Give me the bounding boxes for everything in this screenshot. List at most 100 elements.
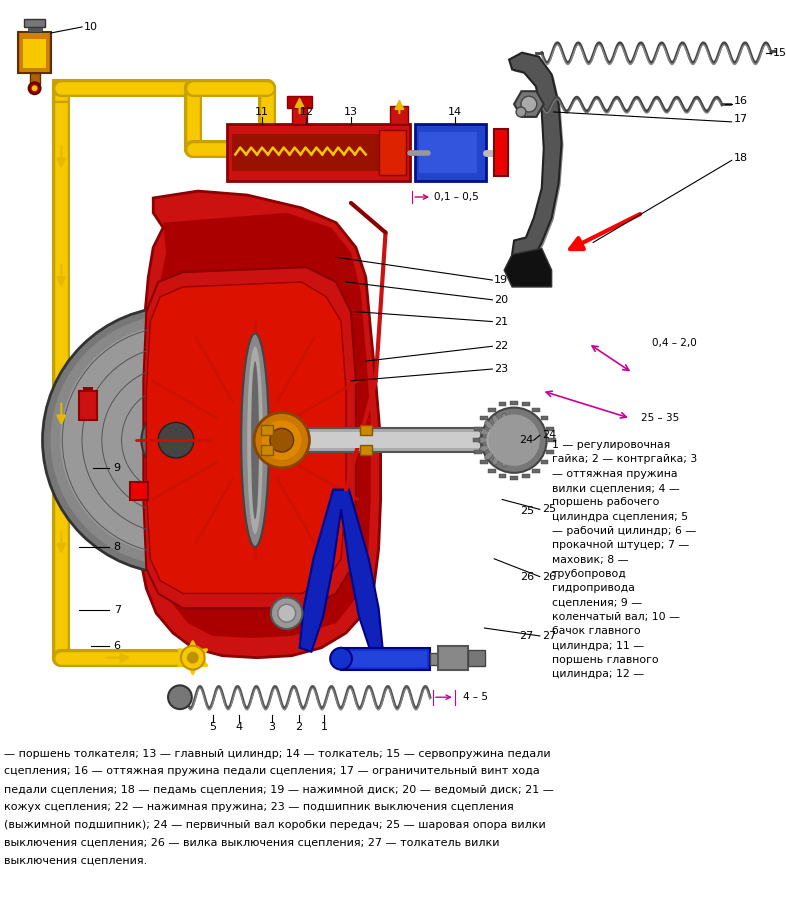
Text: — оттяжная пружина: — оттяжная пружина <box>552 469 678 479</box>
Polygon shape <box>137 191 380 658</box>
Circle shape <box>271 598 303 629</box>
Circle shape <box>50 314 302 566</box>
Text: 12: 12 <box>299 107 314 117</box>
Polygon shape <box>545 427 554 430</box>
Text: 8: 8 <box>114 542 121 552</box>
Text: 5: 5 <box>209 722 216 732</box>
Circle shape <box>277 604 296 622</box>
Text: 23: 23 <box>494 364 509 374</box>
Text: 2: 2 <box>295 722 302 732</box>
Circle shape <box>516 107 526 117</box>
Bar <box>360 425 372 435</box>
Text: 0,4 – 2,0: 0,4 – 2,0 <box>652 338 697 348</box>
Text: 16: 16 <box>733 96 747 106</box>
Circle shape <box>61 324 292 556</box>
Text: трубопровод: трубопровод <box>552 569 626 579</box>
Polygon shape <box>143 267 356 608</box>
Ellipse shape <box>521 437 531 443</box>
Ellipse shape <box>509 415 516 425</box>
Text: 4: 4 <box>236 722 243 732</box>
Ellipse shape <box>516 452 523 460</box>
Bar <box>292 106 307 123</box>
Polygon shape <box>20 33 50 72</box>
Text: 24: 24 <box>520 435 534 445</box>
Ellipse shape <box>479 429 489 435</box>
Polygon shape <box>545 450 554 453</box>
Bar <box>28 27 42 32</box>
Text: гайка; 2 — контргайка; 3: гайка; 2 — контргайка; 3 <box>552 454 697 464</box>
Text: прокачной штуцер; 7 —: прокачной штуцер; 7 — <box>552 540 689 550</box>
Text: гидропривода: гидропривода <box>552 583 634 593</box>
Text: 0,1 – 0,5: 0,1 – 0,5 <box>434 192 479 202</box>
Text: маховик; 8 —: маховик; 8 — <box>552 555 628 565</box>
Circle shape <box>270 429 294 452</box>
Bar <box>468 650 486 665</box>
Ellipse shape <box>493 415 499 425</box>
Bar <box>79 391 97 420</box>
Bar <box>24 19 46 27</box>
Polygon shape <box>514 91 544 117</box>
Text: 22: 22 <box>494 341 509 351</box>
Text: 1: 1 <box>321 722 328 732</box>
Text: 27: 27 <box>542 631 556 641</box>
Bar <box>430 653 438 664</box>
Text: 25: 25 <box>542 505 556 515</box>
Text: 10: 10 <box>84 22 98 32</box>
Ellipse shape <box>479 445 489 452</box>
Text: сцепления; 9 —: сцепления; 9 — <box>552 598 641 608</box>
Text: педали сцепления; 18 — педамь сцепления; 19 — нажимной диск; 20 — ведомый диск; : педали сцепления; 18 — педамь сцепления;… <box>4 784 554 794</box>
Bar <box>261 445 273 455</box>
Circle shape <box>330 648 352 670</box>
Ellipse shape <box>516 420 523 429</box>
Text: 24: 24 <box>542 430 556 441</box>
Circle shape <box>42 307 310 574</box>
Bar <box>494 129 508 176</box>
Ellipse shape <box>485 452 493 460</box>
Text: (выжимной подшипник); 24 — первичный вал коробки передач; 25 — шаровая опора вил: (выжимной подшипник); 24 — первичный вал… <box>4 820 545 830</box>
Polygon shape <box>475 450 483 453</box>
Text: 27: 27 <box>520 631 534 641</box>
Polygon shape <box>511 55 564 262</box>
Bar <box>272 432 514 448</box>
Bar <box>233 133 380 171</box>
Ellipse shape <box>520 429 529 435</box>
Text: 4 – 5: 4 – 5 <box>463 692 487 702</box>
Polygon shape <box>472 438 480 442</box>
Text: 15: 15 <box>773 48 786 58</box>
Polygon shape <box>488 469 496 473</box>
Bar <box>496 132 506 174</box>
Bar <box>341 648 430 670</box>
Text: 1 — регулировочная: 1 — регулировочная <box>552 441 670 450</box>
Circle shape <box>254 412 310 468</box>
Ellipse shape <box>501 457 507 467</box>
Bar <box>23 38 46 69</box>
Circle shape <box>141 406 211 474</box>
Polygon shape <box>30 73 39 84</box>
Polygon shape <box>488 408 496 412</box>
Polygon shape <box>548 438 556 442</box>
Text: выключения сцепления; 26 — вилка выключения сцепления; 27 — толкатель вилки: выключения сцепления; 26 — вилка выключе… <box>4 837 499 847</box>
Circle shape <box>187 652 199 664</box>
Polygon shape <box>510 400 518 405</box>
Circle shape <box>31 85 38 91</box>
Text: выключения сцепления.: выключения сцепления. <box>4 856 147 866</box>
Ellipse shape <box>520 445 529 452</box>
Polygon shape <box>541 461 549 464</box>
Bar <box>419 132 476 174</box>
Circle shape <box>488 414 540 466</box>
Text: 14: 14 <box>448 107 462 117</box>
Text: — рабочий цилиндр; 6 —: — рабочий цилиндр; 6 — <box>552 526 696 537</box>
Polygon shape <box>18 32 51 73</box>
Polygon shape <box>532 408 540 412</box>
Text: 6: 6 <box>114 641 121 651</box>
Text: 3: 3 <box>268 722 275 732</box>
Text: 13: 13 <box>344 107 358 117</box>
Bar <box>415 123 487 181</box>
Polygon shape <box>498 474 506 478</box>
Polygon shape <box>522 474 530 478</box>
Text: кожух сцепления; 22 — нажимная пружина; 23 — подшипник выключения сцепления: кожух сцепления; 22 — нажимная пружина; … <box>4 802 514 812</box>
Text: 21: 21 <box>494 316 509 326</box>
Circle shape <box>28 82 41 94</box>
Bar <box>379 130 406 175</box>
Text: поршень главного: поршень главного <box>552 655 658 665</box>
